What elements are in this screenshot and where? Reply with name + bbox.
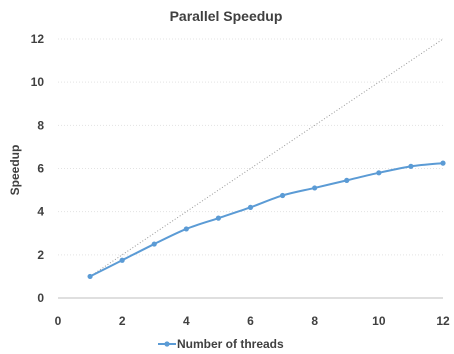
y-axis-ticks: 0 2 4 6 8 10 12 xyxy=(31,32,45,305)
legend-label: Number of threads xyxy=(177,337,284,351)
ideal-speedup-line xyxy=(89,38,444,277)
legend: Number of threads xyxy=(158,337,284,351)
x-axis-ticks: 0 2 4 6 8 10 12 xyxy=(55,314,450,328)
chart-title: Parallel Speedup xyxy=(170,8,283,24)
data-point xyxy=(312,185,318,191)
data-point xyxy=(279,192,286,199)
y-tick-label: 4 xyxy=(37,205,44,219)
y-axis-title: Speedup xyxy=(8,145,22,196)
ideal-speedup-reference xyxy=(89,38,444,277)
data-point xyxy=(344,177,350,183)
x-tick-label: 2 xyxy=(119,314,126,328)
y-tick-label: 2 xyxy=(37,248,44,262)
data-point xyxy=(87,273,93,280)
x-tick-label: 6 xyxy=(247,314,254,328)
data-point xyxy=(119,257,125,263)
data-point xyxy=(183,226,189,232)
data-point xyxy=(376,170,382,176)
data-point xyxy=(151,241,157,247)
grid-lines xyxy=(58,38,443,256)
data-point xyxy=(440,160,446,166)
y-tick-label: 10 xyxy=(31,75,45,89)
data-point xyxy=(247,204,254,210)
series-line xyxy=(89,162,444,278)
y-tick-label: 0 xyxy=(37,291,44,305)
x-tick-label: 0 xyxy=(55,314,62,328)
x-tick-label: 12 xyxy=(436,314,450,328)
y-tick-label: 8 xyxy=(37,118,44,132)
data-point xyxy=(215,215,222,221)
y-tick-label: 6 xyxy=(37,162,44,176)
x-tick-label: 8 xyxy=(311,314,318,328)
legend-marker-swatch xyxy=(164,341,170,347)
series-number-of-threads xyxy=(87,160,446,280)
data-point xyxy=(408,163,414,169)
x-tick-label: 10 xyxy=(372,314,386,328)
y-tick-label: 12 xyxy=(31,32,45,46)
x-tick-label: 4 xyxy=(183,314,190,328)
